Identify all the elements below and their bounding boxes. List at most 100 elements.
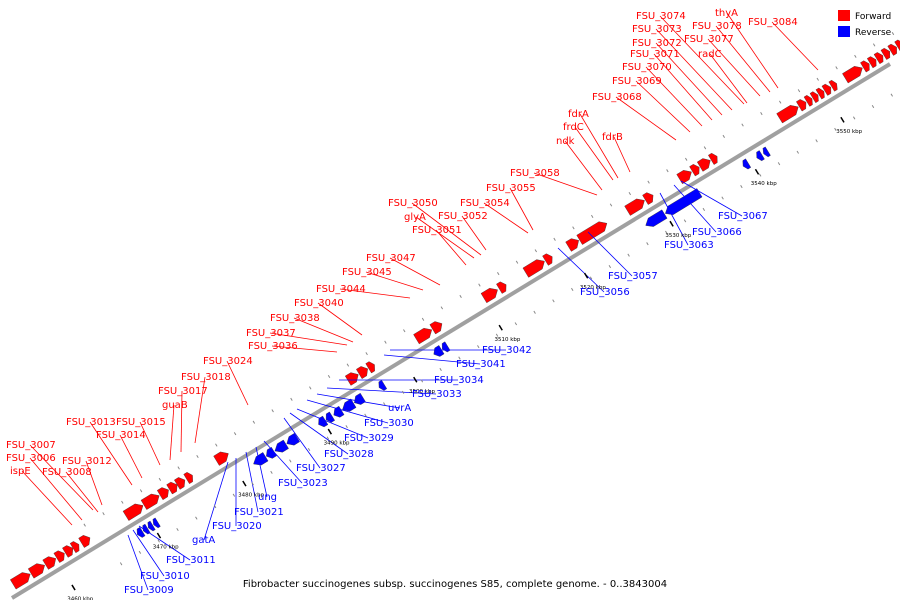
leader-line (655, 28, 733, 111)
gene-label-fsu-3017: FSU_3017 (158, 386, 208, 397)
minor-tick (608, 265, 612, 269)
leader-line (411, 202, 482, 256)
leader-line (289, 412, 349, 455)
gene-label-fsu-3020: FSU_3020 (212, 521, 262, 532)
reverse-gene-10 (325, 411, 335, 423)
leader-line (85, 460, 103, 506)
scale-tick (327, 428, 333, 435)
gene-label-fsu-3041: FSU_3041 (456, 359, 506, 370)
minor-tick (138, 550, 142, 554)
minor-tick (741, 123, 744, 127)
leader-line (587, 231, 633, 277)
forward-gene-24 (565, 238, 579, 252)
minor-tick (83, 523, 86, 527)
legend-reverse-swatch (838, 26, 850, 37)
gene-label-ung: ung (258, 492, 277, 503)
minor-tick (891, 31, 895, 36)
gene-label-fsu-3015: FSU_3015 (116, 417, 166, 428)
leader-line (29, 457, 83, 521)
gene-label-fsu-3054: FSU_3054 (460, 198, 510, 209)
leader-line (635, 80, 691, 133)
leader-line (709, 53, 748, 104)
minor-tick (421, 317, 425, 321)
legend: Forward Reverse (838, 10, 892, 38)
scale-tick-label: 3470 kbp (153, 545, 179, 551)
leader-line (245, 451, 259, 513)
minor-tick (251, 482, 254, 486)
leader-line (119, 434, 143, 479)
leader-line (509, 187, 534, 231)
minor-tick (553, 237, 556, 241)
minor-tick (796, 150, 800, 154)
leader-line (483, 202, 529, 234)
leader-line (65, 471, 99, 513)
forward-gene-12 (174, 477, 186, 490)
forward-gene-25 (576, 221, 608, 245)
minor-tick (309, 386, 312, 390)
leader-line (655, 42, 723, 116)
leader-line (557, 247, 605, 293)
gene-label-fsu-3038: FSU_3038 (270, 313, 320, 324)
leader-line (707, 38, 761, 97)
forward-gene-2 (27, 563, 45, 579)
scale-tick-label: 3510 kbp (494, 337, 520, 343)
minor-tick (816, 77, 819, 81)
gene-label-fsu-3072: FSU_3072 (632, 38, 682, 49)
leader-line (89, 421, 133, 486)
leader-line (293, 317, 354, 343)
scale-tick-label: 3480 kbp (238, 493, 264, 499)
minor-tick (439, 367, 442, 372)
gene-label-fsu-3021: FSU_3021 (234, 507, 284, 518)
leader-line (645, 66, 703, 127)
forward-gene-4 (53, 550, 65, 563)
gene-label-uvra: uvrA (388, 403, 411, 414)
gene-label-fsu-3078: FSU_3078 (692, 21, 742, 32)
forward-gene-11 (166, 481, 178, 495)
gene-label-fsu-3067: FSU_3067 (718, 211, 768, 222)
leader-lines (21, 12, 819, 591)
reverse-gene-5 (253, 452, 269, 466)
leader-line (533, 172, 598, 196)
leader-line (659, 15, 745, 105)
gene-label-ispe: ispE (10, 466, 31, 477)
reverse-gene-7 (274, 439, 289, 453)
minor-tick (459, 294, 462, 299)
forward-gene-35 (809, 91, 819, 104)
gene-label-fsu-3027: FSU_3027 (296, 463, 346, 474)
minor-tick (740, 185, 743, 189)
minor-tick (177, 466, 180, 470)
forward-gene-18 (413, 327, 433, 345)
minor-tick (195, 516, 198, 520)
leader-line (169, 404, 175, 461)
leader-line (615, 96, 677, 141)
forward-gene-20 (480, 287, 498, 304)
minor-tick (345, 425, 348, 429)
minor-tick (854, 54, 857, 58)
gene-label-fsu-3084: FSU_3084 (748, 17, 798, 28)
gene-label-fsu-3077: FSU_3077 (684, 34, 734, 45)
minor-tick (515, 260, 519, 264)
forward-gene-15 (344, 372, 359, 386)
minor-tick (890, 93, 893, 97)
minor-tick (458, 356, 461, 360)
forward-gene-31 (708, 152, 718, 165)
reverse-gene-12 (342, 398, 357, 412)
minor-tick (478, 283, 481, 287)
minor-tick (440, 306, 444, 310)
leader-line (435, 229, 467, 266)
gene-label-fsu-3044: FSU_3044 (316, 284, 366, 295)
gene-label-thya: thyA (715, 8, 738, 19)
gene-label-fsu-3052: FSU_3052 (438, 211, 488, 222)
minor-tick (383, 402, 386, 406)
forward-gene-27 (642, 192, 654, 205)
leader-line (574, 126, 614, 181)
minor-tick (270, 470, 273, 474)
minor-tick (589, 276, 593, 280)
scale-ticks: 3460 kbp 3470 kbp 3480 kbp 3490 kbp 3500 kbp… (67, 31, 895, 600)
leader-line (138, 525, 191, 561)
forward-gene-34 (803, 95, 813, 107)
scale-tick (242, 480, 247, 487)
minor-tick (871, 104, 875, 109)
leader-line (127, 534, 149, 591)
